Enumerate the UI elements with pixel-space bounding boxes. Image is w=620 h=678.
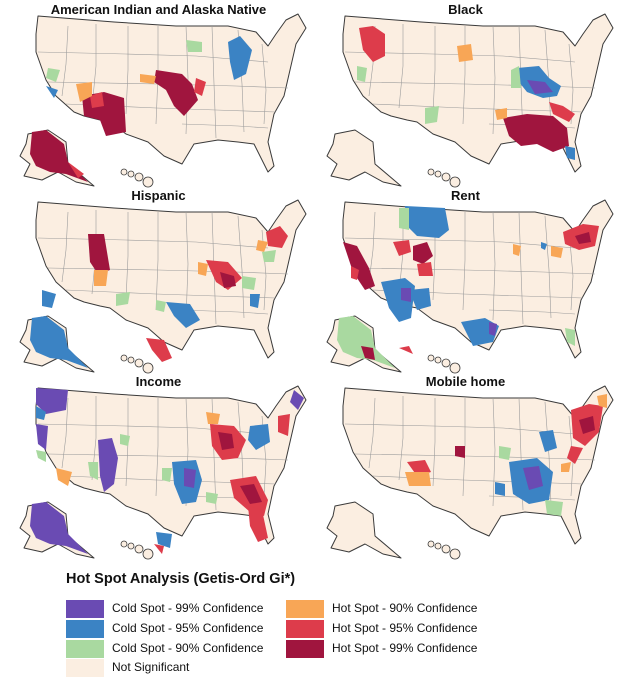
panel-title: Hispanic xyxy=(131,188,186,203)
hawaii-inset xyxy=(120,540,154,560)
map-panel-income: Income xyxy=(6,374,311,566)
hotspot-clusters xyxy=(405,394,607,516)
legend-label: Cold Spot - 95% Confidence xyxy=(112,621,264,635)
legend-title: Hot Spot Analysis (Getis-Ord Gi*) xyxy=(66,571,296,587)
hotspot-clusters xyxy=(357,26,575,160)
alaska-inset xyxy=(326,501,402,559)
map-panel-black: Black xyxy=(313,2,618,194)
legend-swatch xyxy=(286,600,324,618)
legend-label: Hot Spot - 95% Confidence xyxy=(332,621,478,635)
hawaii-inset xyxy=(427,354,461,374)
map-svg xyxy=(19,385,307,560)
alaska-inset xyxy=(326,129,402,187)
hawaii-inset xyxy=(427,540,461,560)
map-svg xyxy=(19,199,307,374)
legend-label: Cold Spot - 90% Confidence xyxy=(112,641,264,655)
legend-swatch xyxy=(66,640,104,658)
map-panel-aian: American Indian and Alaska Native xyxy=(6,2,311,194)
us-mainland xyxy=(35,385,307,545)
map-panel-hispanic: Hispanic xyxy=(6,188,311,380)
legend-label: Hot Spot - 99% Confidence xyxy=(332,641,478,655)
hawaii-inset xyxy=(120,354,154,374)
map-svg xyxy=(326,385,614,560)
hotspot-clusters xyxy=(337,206,599,368)
legend-swatch xyxy=(66,600,104,618)
hotspot-clusters xyxy=(30,36,252,182)
hotspot-clusters xyxy=(30,226,288,368)
panel-title: Income xyxy=(135,374,182,389)
legend-swatch xyxy=(286,640,324,658)
map-panel-mobile-home: Mobile home xyxy=(313,374,618,566)
us-mainland xyxy=(35,199,307,359)
legend-label: Cold Spot - 99% Confidence xyxy=(112,601,264,615)
panel-title: American Indian and Alaska Native xyxy=(50,2,267,17)
hotspot-clusters xyxy=(30,388,304,554)
map-svg xyxy=(19,13,307,188)
panel-title: Black xyxy=(448,2,483,17)
hawaii-inset xyxy=(427,168,461,188)
hawaii-inset xyxy=(120,168,154,188)
legend-swatch xyxy=(66,620,104,638)
state-boundaries xyxy=(37,210,289,325)
panel-title: Mobile home xyxy=(425,374,506,389)
legend-swatch xyxy=(66,659,104,677)
panel-title: Rent xyxy=(451,188,480,203)
map-panel-rent: Rent xyxy=(313,188,618,380)
legend-label: Hot Spot - 90% Confidence xyxy=(332,601,478,615)
legend-label: Not Significant xyxy=(112,660,190,674)
legend-swatch xyxy=(286,620,324,638)
map-svg xyxy=(326,199,614,374)
map-svg xyxy=(326,13,614,188)
